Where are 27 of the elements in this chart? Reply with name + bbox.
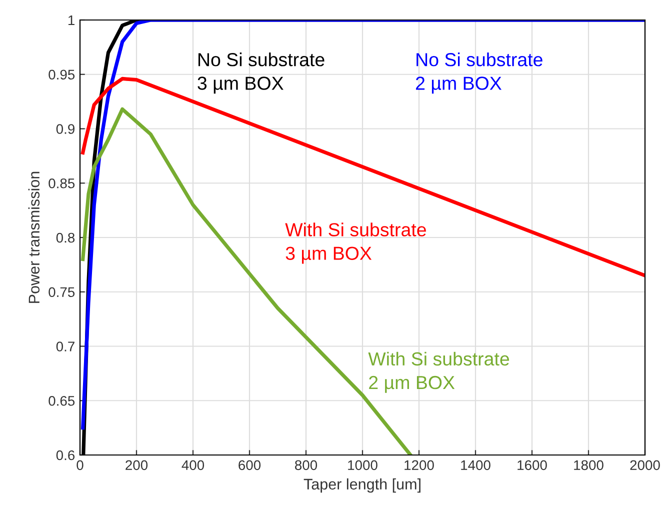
y-tick-label: 0.65 (48, 396, 75, 406)
x-tick-label: 1600 (518, 460, 547, 470)
x-tick-label: 1400 (461, 460, 490, 470)
y-tick-label: 0.95 (48, 70, 75, 80)
y-tick-label: 0.75 (48, 287, 75, 298)
y-tick-label: 1 (68, 15, 74, 26)
y-axis-title: Power transmission (28, 172, 40, 303)
y-tick-label: 0.8 (56, 232, 75, 243)
x-axis-title: Taper length [um] (304, 478, 420, 493)
x-tick-label: 400 (182, 460, 204, 470)
line-series (81, 76, 645, 278)
x-tick-label: 1800 (574, 460, 604, 470)
x-tick-label: 1200 (404, 460, 434, 470)
x-tick-label: 1000 (348, 460, 378, 470)
y-tick-label: 0.85 (48, 178, 75, 188)
x-tick-label: 600 (238, 460, 261, 470)
x-tick-label: 2000 (630, 460, 660, 470)
series-label: With Si substrate 3 µm BOX (285, 222, 426, 264)
x-tick-label: 200 (126, 460, 148, 470)
y-tick-label: 0.7 (56, 342, 74, 352)
series-label: No Si substrate 3 µm BOX (198, 52, 324, 94)
x-tick-label: 0 (76, 460, 84, 470)
y-tick-label: 0.9 (56, 124, 74, 134)
series-label: With Si substrate 2 µm BOX (368, 352, 510, 393)
y-tick-label: 0.6 (56, 450, 75, 460)
x-tick-label: 800 (295, 460, 318, 470)
series-label: No Si substrate 2 µm BOX (416, 52, 542, 94)
